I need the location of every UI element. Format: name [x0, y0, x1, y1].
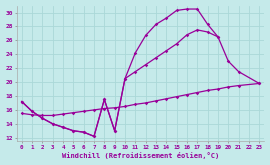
- X-axis label: Windchill (Refroidissement éolien,°C): Windchill (Refroidissement éolien,°C): [62, 152, 219, 159]
